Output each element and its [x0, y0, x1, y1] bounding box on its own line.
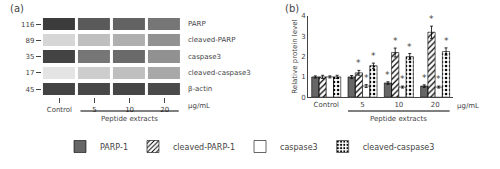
svg-text:5: 5	[92, 106, 96, 114]
svg-text:1: 1	[301, 73, 305, 81]
svg-text:*: *	[400, 74, 405, 84]
svg-text:0: 0	[301, 94, 305, 102]
svg-text:116: 116	[21, 21, 35, 29]
svg-text:4: 4	[301, 12, 306, 20]
svg-text:*: *	[356, 58, 361, 68]
svg-text:*: *	[407, 42, 412, 52]
svg-text:caspase3: caspase3	[280, 143, 318, 152]
svg-text:Control: Control	[47, 106, 72, 114]
svg-text:3: 3	[301, 33, 305, 41]
svg-text:10: 10	[125, 106, 134, 114]
svg-text:5: 5	[360, 101, 364, 109]
svg-text:35: 35	[26, 53, 35, 61]
svg-text:μg/mL: μg/mL	[457, 102, 479, 110]
svg-text:Peptide extracts: Peptide extracts	[370, 115, 427, 123]
svg-text:Control: Control	[314, 101, 339, 109]
svg-text:caspase3: caspase3	[188, 53, 221, 61]
svg-text:*: *	[444, 36, 449, 46]
svg-text:*: *	[364, 73, 369, 83]
svg-text:20: 20	[431, 101, 440, 109]
svg-text:2: 2	[301, 53, 305, 61]
svg-text:PARP: PARP	[188, 20, 206, 28]
svg-text:(a): (a)	[10, 3, 24, 14]
svg-text:*: *	[429, 14, 434, 24]
svg-text:(b): (b)	[285, 3, 299, 14]
svg-text:*: *	[393, 36, 398, 46]
svg-text:*: *	[385, 70, 390, 80]
svg-text:Relative protein level: Relative protein level	[291, 19, 299, 93]
svg-text:cleaved-caspase3: cleaved-caspase3	[363, 143, 435, 152]
svg-text:μg/mL: μg/mL	[188, 102, 210, 110]
svg-text:89: 89	[26, 37, 35, 45]
svg-text:cleaved-caspase3: cleaved-caspase3	[188, 69, 251, 77]
svg-text:*: *	[422, 73, 427, 83]
svg-text:*: *	[436, 74, 441, 84]
svg-text:17: 17	[26, 69, 35, 77]
svg-text:cleaved-PARP: cleaved-PARP	[188, 36, 235, 44]
svg-text:10: 10	[394, 101, 403, 109]
svg-text:cleaved-PARP-1: cleaved-PARP-1	[173, 143, 235, 152]
svg-text:45: 45	[26, 86, 35, 94]
svg-text:Peptide extracts: Peptide extracts	[101, 115, 158, 123]
svg-text:*: *	[371, 51, 376, 61]
svg-text:β-actin: β-actin	[188, 85, 212, 93]
svg-text:PARP-1: PARP-1	[100, 143, 128, 152]
svg-text:20: 20	[160, 106, 169, 114]
